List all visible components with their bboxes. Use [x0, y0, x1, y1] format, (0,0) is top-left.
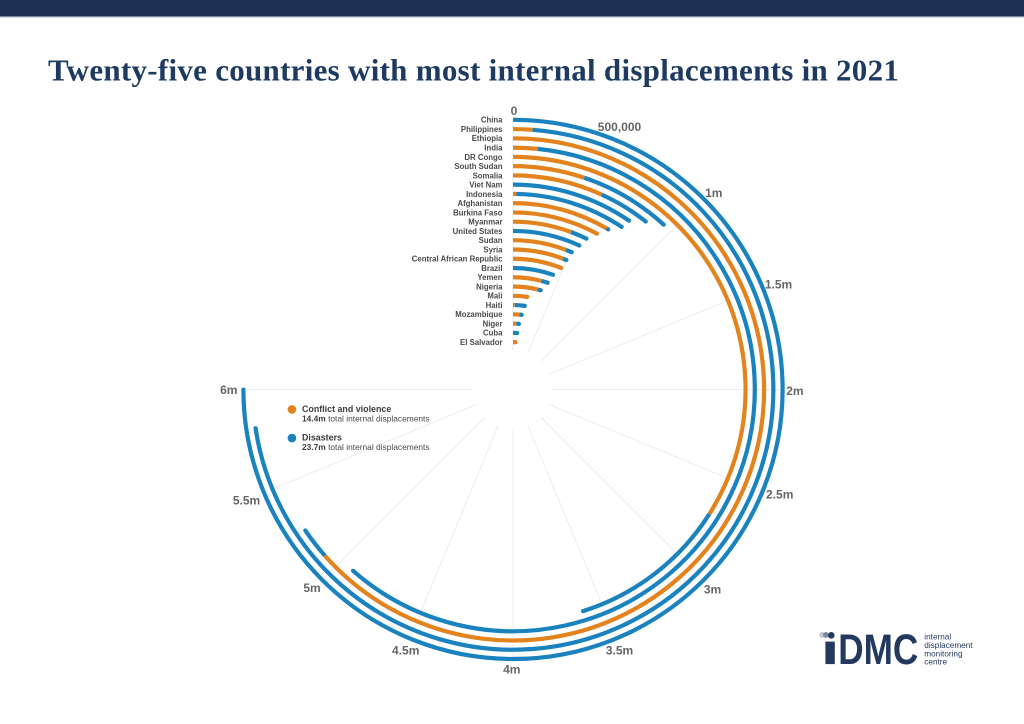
- svg-text:Sudan: Sudan: [479, 236, 503, 245]
- svg-text:South Sudan: South Sudan: [454, 162, 502, 171]
- svg-text:14.4m total internal displacem: 14.4m total internal displacements: [302, 414, 430, 424]
- svg-text:Niger: Niger: [483, 319, 503, 328]
- svg-text:4m: 4m: [503, 663, 520, 677]
- svg-text:500,000: 500,000: [598, 120, 642, 134]
- svg-text:Afghanistan: Afghanistan: [457, 199, 502, 208]
- svg-text:United States: United States: [453, 227, 503, 236]
- svg-text:5.5m: 5.5m: [233, 494, 260, 508]
- svg-text:2.5m: 2.5m: [766, 487, 793, 501]
- svg-text:Burkina Faso: Burkina Faso: [453, 208, 503, 217]
- svg-text:0: 0: [511, 104, 518, 118]
- svg-text:Haiti: Haiti: [486, 301, 503, 310]
- svg-text:Mozambique: Mozambique: [455, 310, 503, 319]
- svg-text:Brazil: Brazil: [481, 264, 502, 273]
- svg-text:centre: centre: [924, 657, 947, 666]
- svg-text:Ethiopia: Ethiopia: [472, 134, 503, 143]
- svg-text:3.5m: 3.5m: [606, 644, 633, 658]
- svg-text:Disasters: Disasters: [302, 433, 342, 443]
- svg-text:Indonesia: Indonesia: [466, 190, 503, 199]
- svg-text:Twenty-five countries with mos: Twenty-five countries with most internal…: [48, 53, 899, 88]
- svg-text:Yemen: Yemen: [477, 273, 502, 282]
- svg-text:Conflict and violence: Conflict and violence: [302, 404, 391, 414]
- svg-text:Mali: Mali: [487, 292, 502, 301]
- svg-text:DR Congo: DR Congo: [464, 153, 502, 162]
- svg-text:displacement: displacement: [924, 641, 973, 650]
- svg-text:Somalia: Somalia: [473, 171, 504, 180]
- svg-text:2m: 2m: [786, 384, 803, 398]
- svg-text:Philippines: Philippines: [461, 125, 503, 134]
- svg-text:Central African Republic: Central African Republic: [412, 255, 503, 264]
- svg-text:Cuba: Cuba: [483, 329, 503, 338]
- svg-text:5m: 5m: [303, 581, 320, 595]
- svg-text:4.5m: 4.5m: [392, 644, 419, 658]
- svg-text:1m: 1m: [705, 186, 722, 200]
- svg-text:Syria: Syria: [483, 245, 503, 254]
- svg-text:India: India: [484, 143, 503, 152]
- svg-text:El Salvador: El Salvador: [460, 338, 502, 347]
- svg-text:internal: internal: [924, 633, 951, 642]
- svg-text:1.5m: 1.5m: [765, 278, 792, 292]
- svg-text:monitoring: monitoring: [924, 650, 963, 659]
- svg-text:China: China: [481, 116, 503, 125]
- svg-text:Nigeria: Nigeria: [476, 282, 503, 291]
- svg-text:Viet Nam: Viet Nam: [469, 181, 502, 190]
- svg-text:23.7m total internal displacem: 23.7m total internal displacements: [302, 442, 430, 452]
- svg-text:6m: 6m: [220, 383, 237, 397]
- svg-text:Myanmar: Myanmar: [468, 218, 502, 227]
- svg-text:DMC: DMC: [838, 626, 918, 674]
- svg-text:3m: 3m: [704, 583, 721, 597]
